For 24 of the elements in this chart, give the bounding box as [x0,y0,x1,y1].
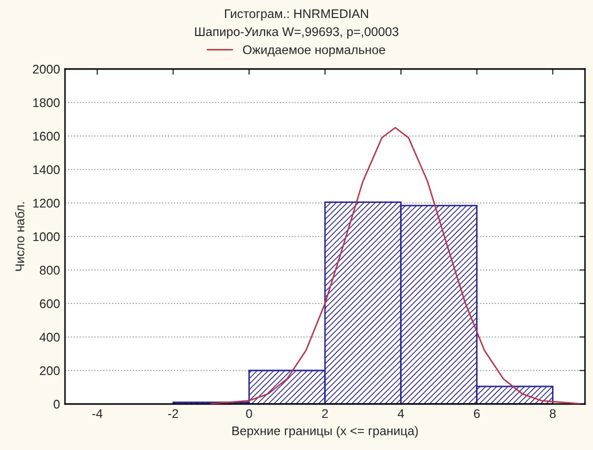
y-tick-label: 1800 [33,98,60,108]
x-tick-label: -2 [168,409,178,418]
x-tick-label: 4 [398,409,404,418]
y-axis-title: Число набл. [15,202,24,271]
y-tick-label: 600 [40,299,60,308]
y-tick-label: 800 [40,266,60,275]
x-axis-title: Верхние границы (x <= граница) [232,426,418,438]
line-series [210,126,580,404]
y-tick-label: 1400 [33,165,60,174]
x-tick-label: -4 [92,409,102,418]
y-tick-label: 1600 [33,132,60,141]
chart-title: Гистограм.: HNRMEDIAN [225,9,368,21]
y-tick-label: 1000 [33,232,60,242]
x-tick-label: 0 [246,409,252,418]
y-tick-label: 2000 [32,64,60,74]
legend-label: Ожидаемое нормальное [242,45,386,57]
y-tick-label: 0 [54,400,60,409]
chart-subtitle: Шапиро-Уилка W=,99693, p=,00003 [195,27,398,39]
y-tick-label: 1200 [33,198,60,208]
y-tick-label: 200 [40,366,60,376]
x-tick-label: 8 [550,409,556,418]
x-tick-label: 6 [474,409,480,418]
x-tick-label: 2 [322,409,328,418]
y-tick-label: 400 [40,332,60,342]
